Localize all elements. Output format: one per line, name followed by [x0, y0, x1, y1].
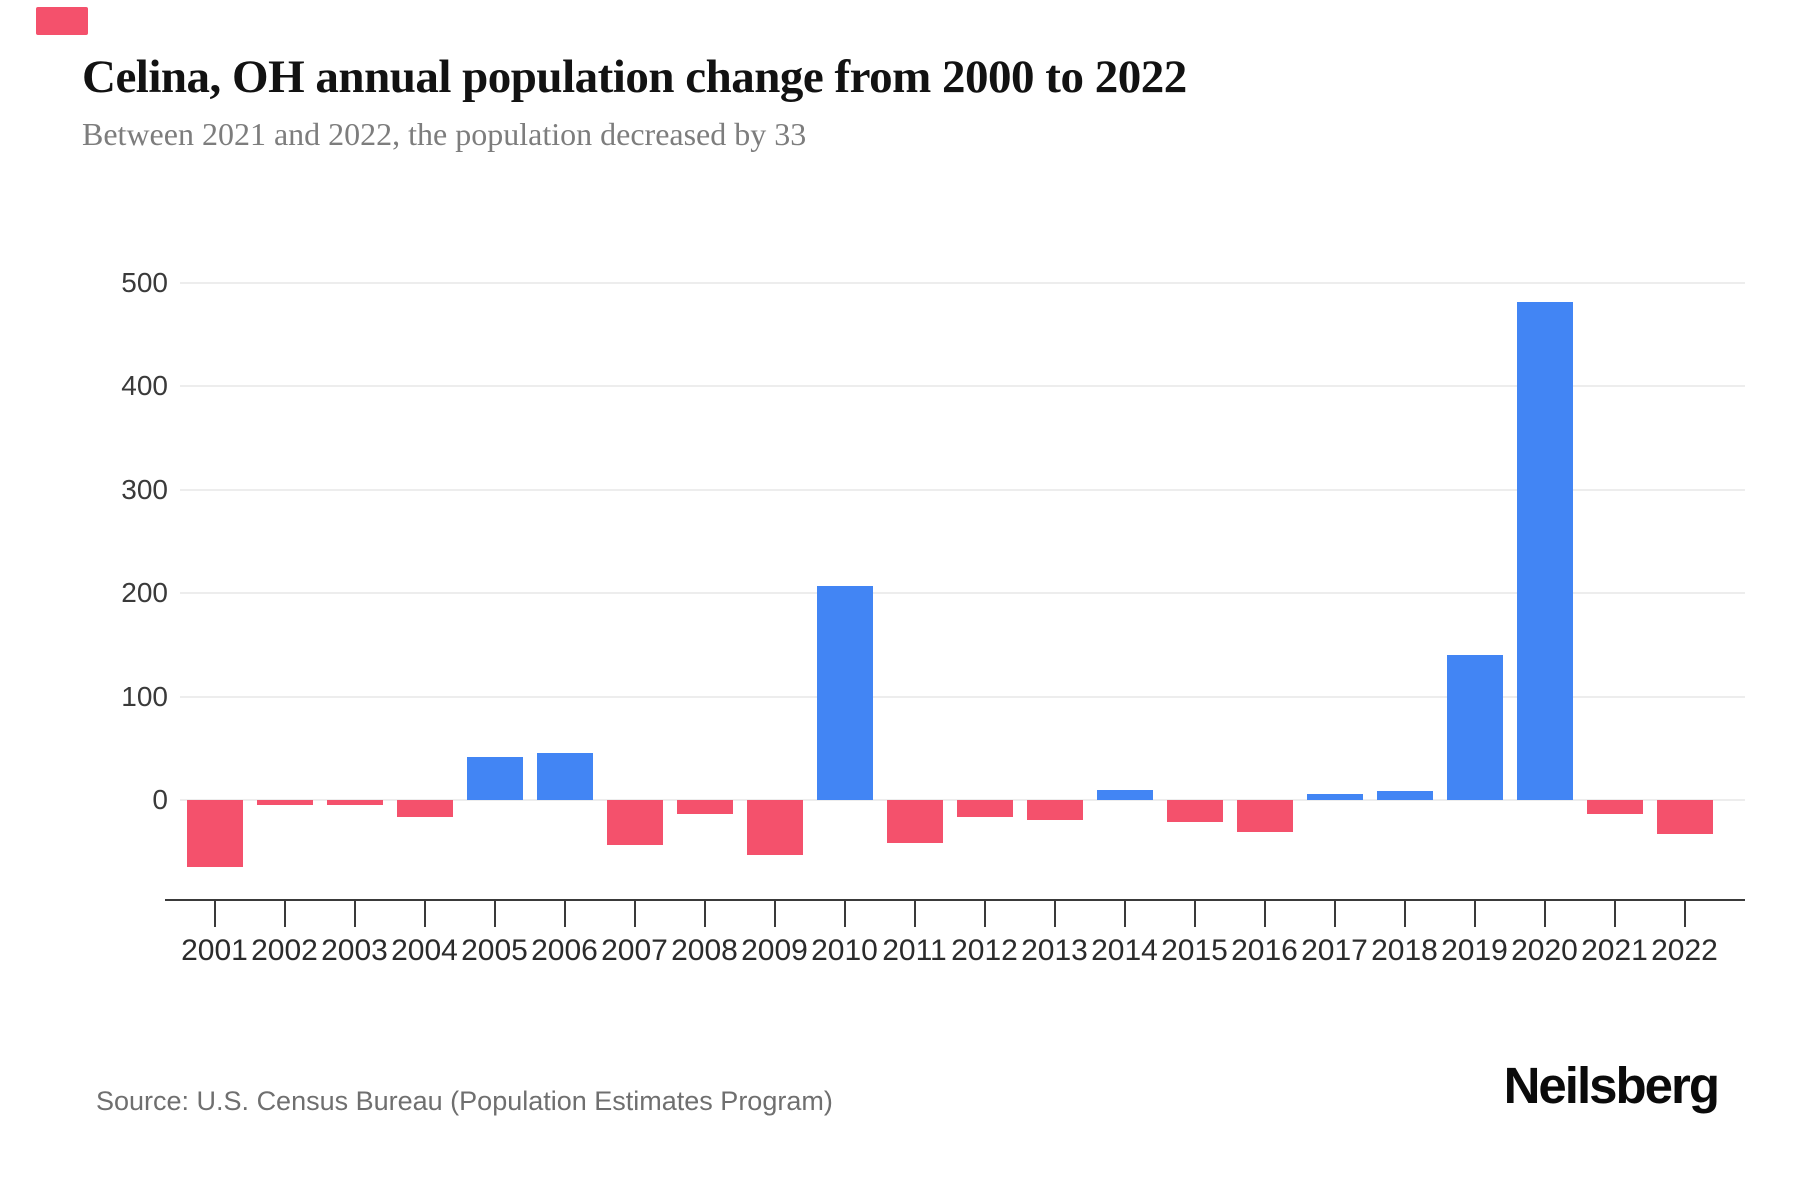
x-tick-label-2001: 2001: [181, 934, 248, 967]
bar-2002[interactable]: [256, 800, 313, 806]
x-axis-line: [165, 899, 1745, 901]
bar-2003[interactable]: [326, 800, 383, 806]
bar-2005[interactable]: [466, 756, 523, 800]
x-tick-2006: [563, 901, 566, 927]
gridline-y-400: [180, 385, 1745, 387]
x-tick-2013: [1053, 901, 1056, 927]
x-tick-label-2006: 2006: [531, 934, 598, 967]
y-tick-label-0: 0: [152, 784, 168, 815]
x-tick-label-2021: 2021: [1581, 934, 1648, 967]
x-tick-2020: [1543, 901, 1546, 927]
x-tick-label-2008: 2008: [671, 934, 738, 967]
bar-2011[interactable]: [886, 800, 943, 844]
x-tick-label-2004: 2004: [391, 934, 458, 967]
gridline-y-300: [180, 488, 1745, 491]
x-tick-2002: [283, 901, 286, 927]
y-tick-label-200: 200: [121, 577, 168, 608]
x-tick-label-2014: 2014: [1091, 934, 1158, 967]
x-tick-2014: [1123, 901, 1126, 927]
x-tick-2007: [633, 901, 636, 927]
x-tick-2012: [983, 901, 986, 927]
x-tick-label-2005: 2005: [461, 934, 528, 967]
x-tick-label-2009: 2009: [741, 934, 808, 967]
x-tick-2011: [913, 901, 916, 927]
x-tick-label-2017: 2017: [1301, 934, 1368, 967]
gridline-y-500: [180, 281, 1745, 284]
source-note: Source: U.S. Census Bureau (Population E…: [96, 1086, 833, 1116]
bar-2006[interactable]: [536, 753, 593, 800]
y-tick-label-300: 300: [121, 473, 168, 505]
y-tick-label-500: 500: [121, 266, 168, 298]
y-tick-label-100: 100: [121, 680, 168, 712]
corner-accent: [36, 7, 88, 35]
bar-2012[interactable]: [956, 800, 1013, 817]
x-tick-label-2012: 2012: [951, 934, 1018, 967]
y-tick-label-400: 400: [121, 370, 168, 401]
x-tick-label-2020: 2020: [1511, 934, 1578, 967]
bar-2021[interactable]: [1586, 800, 1643, 815]
brand-logo: Neilsberg: [1503, 1057, 1720, 1114]
gridline-y-200: [180, 592, 1745, 594]
x-tick-2021: [1613, 901, 1616, 927]
x-tick-2022: [1683, 901, 1686, 927]
bar-2007[interactable]: [606, 800, 663, 845]
x-tick-label-2007: 2007: [601, 934, 668, 967]
bar-2014[interactable]: [1096, 789, 1153, 800]
page-title: Celina, OH annual population change from…: [82, 51, 1187, 103]
x-tick-2001: [213, 901, 216, 927]
x-tick-2018: [1403, 901, 1406, 927]
bar-2008[interactable]: [676, 800, 733, 815]
x-tick-2005: [493, 901, 496, 927]
x-tick-label-2002: 2002: [251, 934, 318, 967]
gridline-y-100: [180, 695, 1745, 698]
bar-2019[interactable]: [1446, 655, 1503, 800]
x-tick-2015: [1193, 901, 1196, 927]
x-tick-label-2011: 2011: [882, 934, 947, 967]
x-tick-label-2010: 2010: [811, 934, 878, 967]
x-tick-2016: [1263, 901, 1266, 927]
x-tick-label-2015: 2015: [1161, 934, 1228, 967]
bar-2001[interactable]: [186, 800, 243, 868]
x-tick-label-2018: 2018: [1371, 934, 1438, 967]
x-tick-label-2019: 2019: [1441, 934, 1508, 967]
x-tick-2017: [1333, 901, 1336, 927]
x-tick-2008: [703, 901, 706, 927]
bar-2018[interactable]: [1376, 790, 1433, 800]
bar-2016[interactable]: [1236, 800, 1293, 833]
bar-2013[interactable]: [1026, 800, 1083, 820]
x-tick-2004: [423, 901, 426, 927]
x-tick-2009: [773, 901, 776, 927]
bar-2017[interactable]: [1306, 793, 1363, 800]
bar-2004[interactable]: [396, 800, 453, 817]
x-tick-label-2022: 2022: [1651, 934, 1718, 967]
bar-2020[interactable]: [1516, 302, 1573, 800]
x-tick-label-2016: 2016: [1231, 934, 1298, 967]
bar-2015[interactable]: [1166, 800, 1223, 822]
x-tick-2019: [1473, 901, 1476, 927]
x-tick-2010: [843, 901, 846, 927]
x-tick-2003: [353, 901, 356, 927]
x-tick-label-2013: 2013: [1021, 934, 1088, 967]
bar-2010[interactable]: [816, 585, 873, 800]
bar-2009[interactable]: [746, 800, 803, 855]
x-tick-label-2003: 2003: [321, 934, 388, 967]
bar-2022[interactable]: [1656, 800, 1713, 835]
page-subtitle: Between 2021 and 2022, the population de…: [82, 116, 807, 152]
